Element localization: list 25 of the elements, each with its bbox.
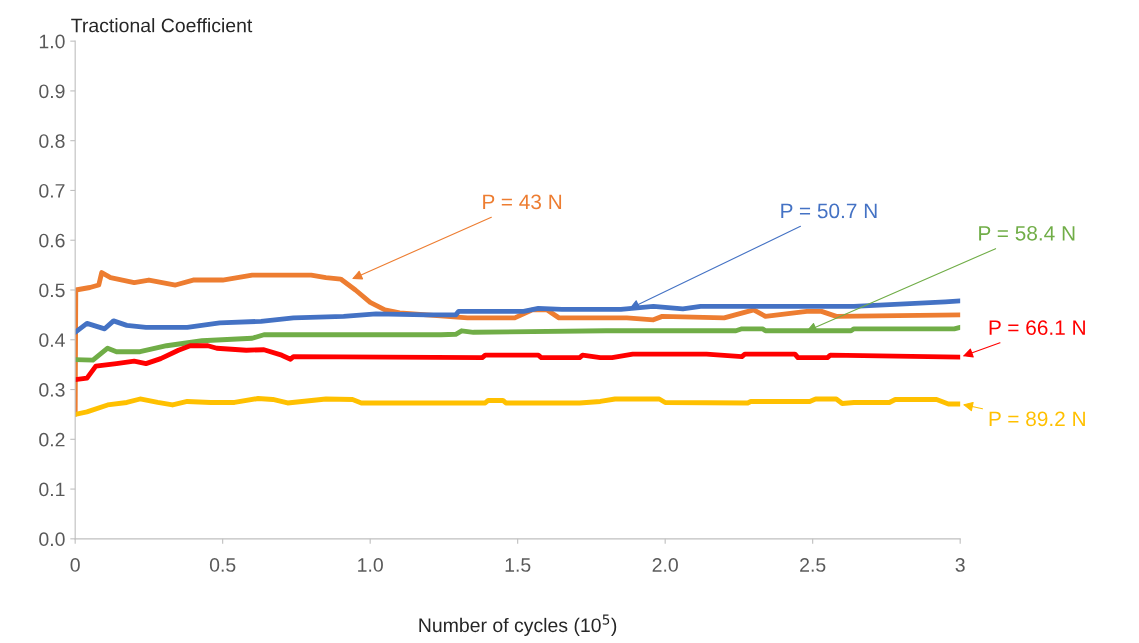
x-tick-label: 0.5 <box>209 558 236 572</box>
y-tick-label: 0.6 <box>39 233 65 248</box>
annotation: P = 43 N <box>483 194 562 210</box>
x-tick-label: 2.0 <box>652 558 678 572</box>
y-tick-label: 0.7 <box>39 183 65 198</box>
annotation: P = 89.2 N <box>989 411 1085 427</box>
y-tick-label: 0.8 <box>39 134 65 148</box>
y-axis-title: Tractional Coefficient <box>71 18 253 33</box>
annotation: P = 50.7 N <box>781 203 877 219</box>
x-tick-label: 3 <box>955 558 965 572</box>
x-tick-label: 0 <box>70 558 80 572</box>
y-tick-label: 0.3 <box>39 383 65 397</box>
x-tick-label: 1.0 <box>358 558 383 572</box>
y-tick-label: 0.4 <box>39 333 65 347</box>
annotation: P = 58.4 N <box>979 225 1075 241</box>
y-tick-label: 0.9 <box>39 84 65 99</box>
y-tick-label: 0.5 <box>39 283 65 298</box>
y-tick-label: 1.0 <box>39 34 65 49</box>
x-tick-label: 2.5 <box>800 558 826 572</box>
x-axis-title: Number of cycles (10$^{5}$) <box>419 614 617 636</box>
annotation: P = 66.1 N <box>989 320 1085 335</box>
y-tick-label: 0.1 <box>39 482 65 497</box>
y-tick-label: 0.0 <box>39 532 65 547</box>
x-tick-label: 1.5 <box>505 558 531 572</box>
y-tick-label: 0.2 <box>39 432 65 447</box>
